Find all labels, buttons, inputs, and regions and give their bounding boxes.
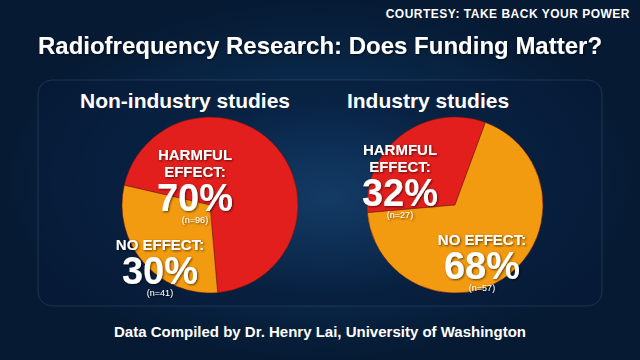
count-label: (n=41) bbox=[147, 288, 173, 298]
category-line: HARMFUL bbox=[363, 141, 437, 158]
slice-label: HARMFULEFFECT:70%(n=96) bbox=[157, 146, 233, 225]
slice-label: NO EFFECT:68%(n=57) bbox=[438, 231, 526, 293]
pie-title: Non-industry studies bbox=[80, 89, 290, 112]
category-label: HARMFULEFFECT: bbox=[363, 141, 437, 175]
pie-chart: Non-industry studiesHARMFULEFFECT:70%(n=… bbox=[80, 89, 298, 298]
slices bbox=[122, 117, 298, 293]
category-line: HARMFUL bbox=[158, 146, 232, 163]
pie-title: Industry studies bbox=[347, 89, 509, 112]
category-label: HARMFULEFFECT: bbox=[158, 146, 232, 180]
value-label: 32% bbox=[362, 172, 438, 214]
chart-root: COURTESY: TAKE BACK YOUR POWER Radiofrequ… bbox=[0, 0, 640, 360]
panel bbox=[38, 80, 602, 306]
slice-label: NO EFFECT:30%(n=41) bbox=[116, 236, 204, 298]
count-label: (n=57) bbox=[469, 283, 495, 293]
title: Radiofrequency Research: Does Funding Ma… bbox=[38, 32, 602, 59]
slice-label: HARMFULEFFECT:32%(n=27) bbox=[362, 141, 438, 220]
value-label: 30% bbox=[122, 250, 198, 292]
count-label: (n=96) bbox=[182, 215, 208, 225]
value-label: 68% bbox=[444, 245, 520, 287]
pie-chart: Industry studiesHARMFULEFFECT:32%(n=27)N… bbox=[347, 89, 543, 293]
credit: COURTESY: TAKE BACK YOUR POWER bbox=[386, 7, 630, 21]
value-label: 70% bbox=[157, 177, 233, 219]
count-label: (n=27) bbox=[387, 210, 413, 220]
source: Data Compiled by Dr. Henry Lai, Universi… bbox=[114, 323, 526, 340]
